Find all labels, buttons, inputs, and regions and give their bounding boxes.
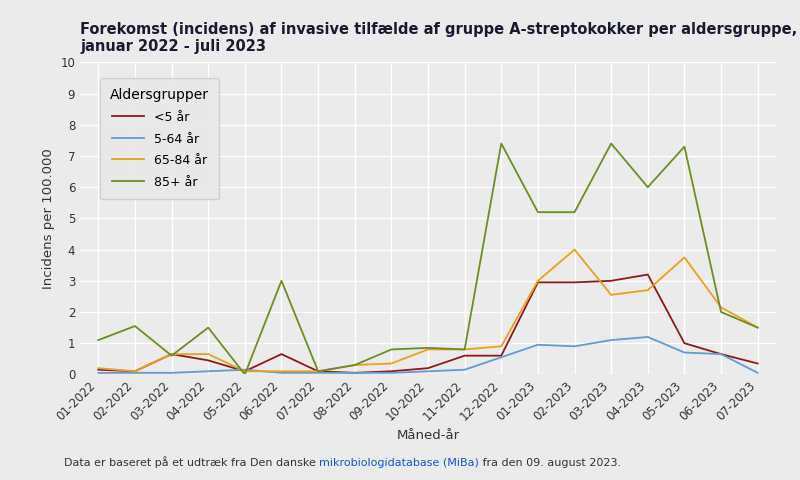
65-84 år: [203, 351, 213, 357]
5-64 år: [497, 354, 506, 360]
5-64 år: [350, 370, 359, 376]
85+ år: [240, 372, 250, 377]
<5 år: [643, 272, 653, 277]
<5 år: [460, 353, 470, 359]
<5 år: [497, 353, 506, 359]
Line: 5-64 år: 5-64 år: [98, 337, 758, 373]
65-84 år: [460, 347, 470, 352]
5-64 år: [606, 337, 616, 343]
<5 år: [533, 279, 542, 285]
Legend: <5 år, 5-64 år, 65-84 år, 85+ år: <5 år, 5-64 år, 65-84 år, 85+ år: [100, 78, 219, 199]
5-64 år: [753, 370, 762, 376]
65-84 år: [350, 362, 359, 368]
<5 år: [240, 369, 250, 374]
65-84 år: [533, 278, 542, 284]
65-84 år: [643, 287, 653, 293]
65-84 år: [314, 369, 323, 374]
85+ år: [533, 209, 542, 215]
65-84 år: [680, 254, 690, 260]
5-64 år: [166, 370, 176, 376]
5-64 år: [130, 370, 140, 376]
85+ år: [460, 347, 470, 352]
85+ år: [203, 324, 213, 330]
Text: Data er baseret på et udtræk fra Den danske: Data er baseret på et udtræk fra Den dan…: [64, 456, 319, 468]
65-84 år: [570, 247, 579, 252]
5-64 år: [386, 370, 396, 376]
5-64 år: [240, 367, 250, 372]
5-64 år: [277, 370, 286, 376]
Text: Forekomst (incidens) af invasive tilfælde af gruppe A-streptokokker per aldersgr: Forekomst (incidens) af invasive tilfæld…: [80, 22, 798, 54]
<5 år: [606, 278, 616, 284]
<5 år: [130, 369, 140, 374]
<5 år: [314, 369, 323, 374]
65-84 år: [386, 360, 396, 366]
65-84 år: [240, 369, 250, 374]
85+ år: [753, 324, 762, 330]
85+ år: [716, 309, 726, 315]
85+ år: [130, 323, 140, 329]
5-64 år: [716, 351, 726, 357]
5-64 år: [643, 334, 653, 340]
65-84 år: [423, 347, 433, 352]
65-84 år: [166, 351, 176, 357]
<5 år: [166, 351, 176, 357]
<5 år: [350, 370, 359, 376]
65-84 år: [716, 304, 726, 310]
85+ år: [314, 369, 323, 374]
5-64 år: [94, 370, 103, 376]
65-84 år: [753, 324, 762, 330]
Y-axis label: Incidens per 100.000: Incidens per 100.000: [42, 148, 54, 289]
85+ år: [386, 347, 396, 352]
<5 år: [386, 369, 396, 374]
85+ år: [606, 141, 616, 146]
<5 år: [94, 367, 103, 372]
85+ år: [497, 141, 506, 146]
85+ år: [350, 362, 359, 368]
Line: <5 år: <5 år: [98, 275, 758, 373]
85+ år: [277, 278, 286, 284]
65-84 år: [497, 344, 506, 349]
85+ år: [570, 209, 579, 215]
5-64 år: [423, 369, 433, 374]
<5 år: [716, 351, 726, 357]
Line: 65-84 år: 65-84 år: [98, 250, 758, 372]
65-84 år: [94, 365, 103, 371]
65-84 år: [130, 369, 140, 374]
<5 år: [570, 279, 579, 285]
65-84 år: [277, 369, 286, 374]
<5 år: [203, 358, 213, 363]
X-axis label: Måned-år: Måned-år: [397, 429, 459, 442]
5-64 år: [570, 344, 579, 349]
85+ år: [423, 345, 433, 351]
Line: 85+ år: 85+ år: [98, 144, 758, 374]
<5 år: [753, 360, 762, 366]
5-64 år: [533, 342, 542, 348]
65-84 år: [606, 292, 616, 298]
85+ år: [643, 184, 653, 190]
85+ år: [680, 144, 690, 150]
5-64 år: [460, 367, 470, 372]
85+ år: [166, 353, 176, 359]
Text: fra den 09. august 2023.: fra den 09. august 2023.: [479, 458, 622, 468]
85+ år: [94, 337, 103, 343]
<5 år: [423, 365, 433, 371]
Text: mikrobiologidatabase (MiBa): mikrobiologidatabase (MiBa): [319, 458, 479, 468]
5-64 år: [314, 370, 323, 376]
5-64 år: [680, 349, 690, 355]
5-64 år: [203, 369, 213, 374]
<5 år: [680, 340, 690, 346]
<5 år: [277, 351, 286, 357]
